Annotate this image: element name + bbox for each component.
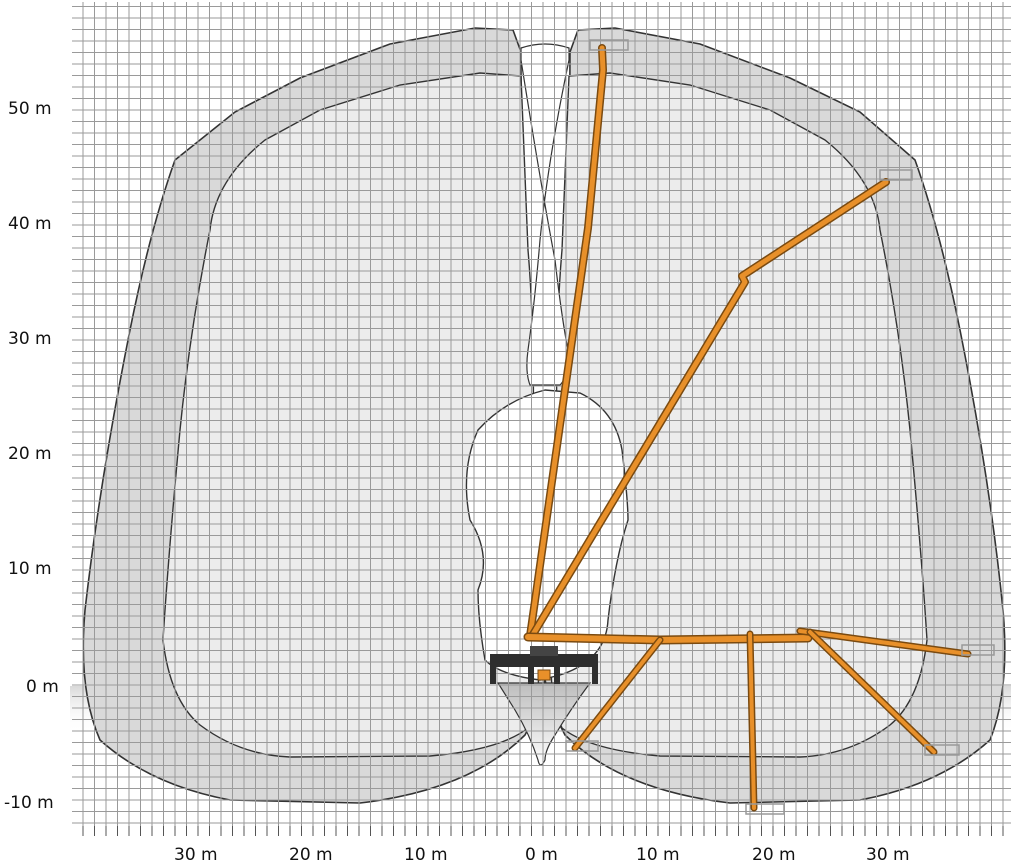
chassis-body bbox=[490, 654, 598, 667]
x-tick-right-20: 20 m bbox=[752, 845, 796, 865]
x-tick-left-30: 30 m bbox=[174, 845, 218, 865]
basket-top bbox=[589, 39, 629, 51]
boom-diagonal-fill bbox=[529, 179, 889, 639]
y-tick-40: 40 m bbox=[8, 214, 52, 234]
outrigger-right bbox=[592, 654, 598, 684]
y-tick-0: 0 m bbox=[26, 677, 59, 697]
y-axis-labels: 50 m 40 m 30 m 20 m 10 m 0 m -10 m bbox=[4, 99, 59, 813]
x-tick-left-20: 20 m bbox=[289, 845, 333, 865]
x-tick-right-30: 30 m bbox=[866, 845, 910, 865]
basket-lower-right bbox=[924, 744, 960, 756]
y-tick-20: 20 m bbox=[8, 444, 52, 464]
x-tick-0: 0 m bbox=[525, 845, 558, 865]
basket-outreach bbox=[961, 644, 995, 656]
upper-wedge bbox=[520, 43, 570, 386]
chassis-mid-right bbox=[554, 654, 560, 684]
y-tick-10: 10 m bbox=[8, 559, 52, 579]
boom-horizontal-fill bbox=[525, 634, 811, 643]
turret-light bbox=[537, 669, 551, 681]
chassis-mid-left bbox=[528, 654, 534, 684]
boom-vertical-fill bbox=[527, 45, 606, 639]
y-tick-minus10: -10 m bbox=[4, 793, 54, 813]
boom-down-right-fill bbox=[808, 630, 936, 754]
outrigger-left bbox=[490, 654, 496, 684]
basket-down-left bbox=[565, 740, 599, 752]
boom-down-left-fill bbox=[573, 638, 662, 750]
y-tick-50: 50 m bbox=[8, 99, 52, 119]
basket-drop bbox=[745, 803, 785, 815]
x-tick-right-10: 10 m bbox=[636, 845, 680, 865]
boom-positions bbox=[523, 39, 995, 815]
basket-diagonal bbox=[879, 169, 913, 181]
y-tick-30: 30 m bbox=[8, 329, 52, 349]
x-tick-left-10: 10 m bbox=[404, 845, 448, 865]
boom-drop-fill bbox=[748, 632, 756, 810]
boom-outreach-fill bbox=[798, 629, 970, 656]
x-axis-labels: 30 m 20 m 10 m 0 m 10 m 20 m 30 m bbox=[174, 845, 910, 865]
vehicle-chassis bbox=[490, 646, 598, 684]
turret bbox=[530, 646, 558, 656]
